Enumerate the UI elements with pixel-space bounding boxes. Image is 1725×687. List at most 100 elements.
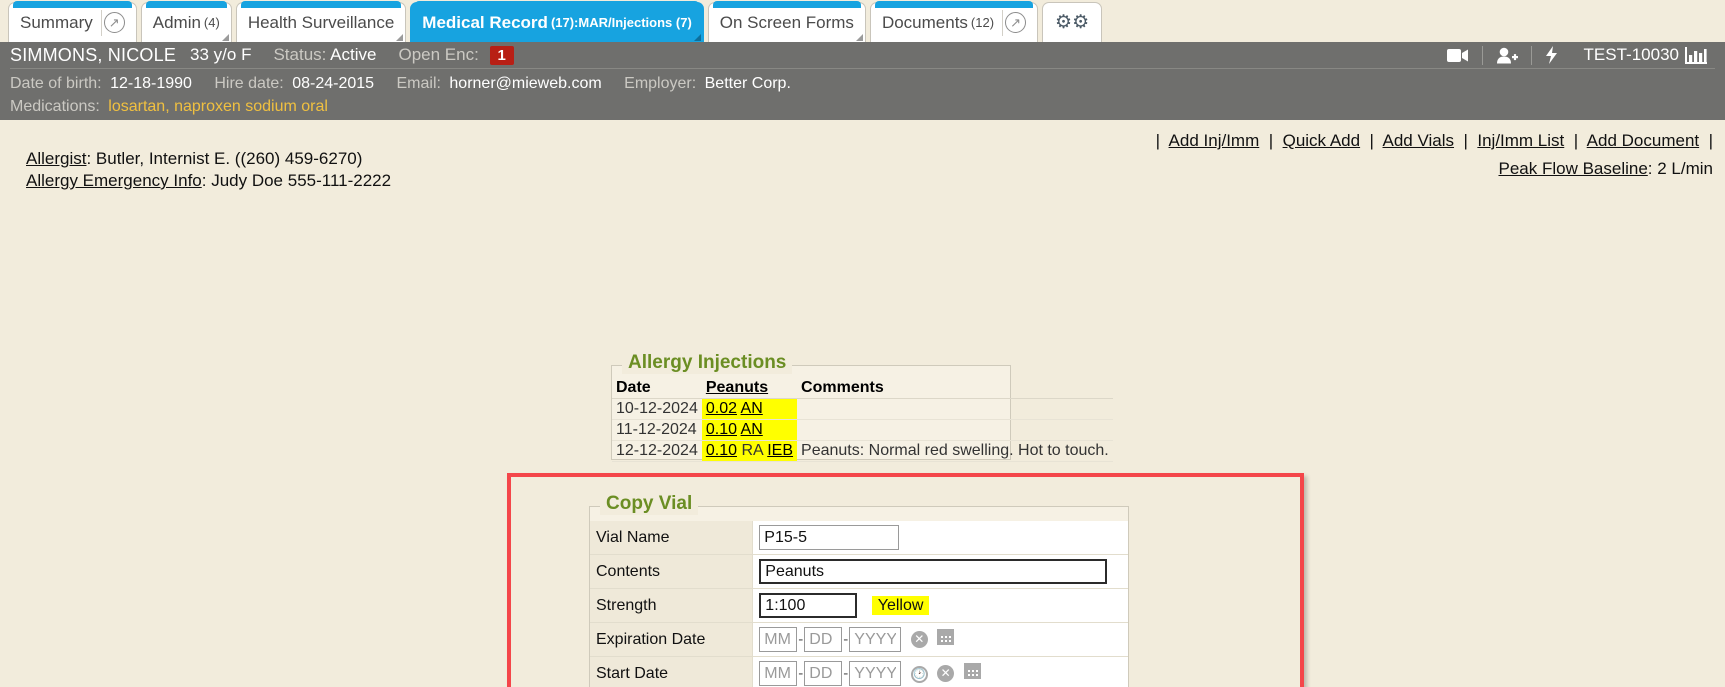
tab-dropdown-corner[interactable] — [855, 34, 863, 41]
start-month-input[interactable] — [759, 661, 798, 686]
clock-icon[interactable]: 🕑 — [910, 664, 928, 683]
expiration-day-input[interactable] — [804, 627, 843, 652]
copy-vial-fieldset: Copy Vial Vial Name Contents Strength — [589, 493, 1129, 687]
column-peanuts[interactable]: Peanuts — [701, 378, 798, 399]
form-row-vial-name: Vial Name — [590, 521, 1128, 555]
dose-site[interactable]: AN — [740, 400, 763, 417]
link-add-document[interactable]: Add Document — [1586, 131, 1700, 150]
peak-flow-label[interactable]: Peak Flow Baseline — [1498, 159, 1648, 178]
tab-dropdown-corner[interactable] — [693, 34, 701, 41]
link-quick-add[interactable]: Quick Add — [1282, 131, 1361, 150]
tab-settings[interactable]: ⚙⚙ — [1042, 2, 1103, 42]
tab-health-surveillance[interactable]: Health Surveillance — [235, 1, 407, 42]
external-link-icon[interactable]: ↗ — [103, 12, 125, 33]
medications-value[interactable]: losartan, naproxen sodium oral — [108, 98, 328, 115]
cell-dose[interactable]: 0.10 RA IEB — [701, 440, 798, 462]
lightning-bolt-icon[interactable] — [1532, 46, 1571, 64]
header-divider — [1530, 45, 1532, 65]
tab-documents[interactable]: Documents (12) ↗ — [869, 1, 1039, 42]
patient-status: Status: Active — [273, 45, 376, 65]
gear-icon[interactable]: ⚙⚙ — [1055, 12, 1090, 33]
allergist-value: : Butler, Internist E. ((260) 459-6270) — [86, 149, 363, 168]
link-inj-imm-list[interactable]: Inj/Imm List — [1477, 131, 1565, 150]
column-date: Date — [612, 378, 702, 399]
dose-site: RA — [741, 442, 763, 459]
cell-date: 12-12-2024 — [612, 440, 702, 462]
tab-medical-record-count: (17):MAR/Injections (7) — [550, 15, 692, 30]
patient-age-sex: 33 y/o F — [190, 45, 252, 64]
cell-date: 10-12-2024 — [612, 398, 702, 420]
field-vial-name — [752, 521, 1128, 555]
table-row: 10-12-2024 0.02 AN — [612, 398, 1113, 420]
cell-dose[interactable]: 0.02 AN — [701, 398, 798, 420]
main-content-area: | Add Inj/Imm | Quick Add | Add Vials | … — [0, 120, 1725, 687]
tab-on-screen-forms[interactable]: On Screen Forms — [707, 1, 866, 42]
tab-medical-record[interactable]: Medical Record (17):MAR/Injections (7) — [410, 1, 704, 42]
tab-admin[interactable]: Admin (4) — [140, 1, 232, 42]
copy-vial-title: Copy Vial — [600, 493, 699, 515]
link-separator: | — [1458, 131, 1473, 150]
allergy-emergency-label[interactable]: Allergy Emergency Info — [26, 171, 202, 190]
bar-chart-icon[interactable] — [1685, 46, 1715, 64]
calendar-icon[interactable] — [963, 662, 981, 684]
video-camera-icon[interactable] — [1434, 48, 1482, 63]
tab-dropdown-corner[interactable] — [221, 34, 229, 41]
link-separator: | — [1364, 131, 1379, 150]
start-day-input[interactable] — [804, 661, 843, 686]
allergist-info: Allergist: Butler, Internist E. ((260) 4… — [26, 148, 391, 192]
cell-comment — [797, 398, 1113, 420]
dose-link[interactable]: 0.02 — [705, 400, 737, 417]
allergy-injections-table: Date Peanuts Comments 10-12-2024 0.02 AN… — [612, 378, 1113, 462]
patient-header-medications-row: Medications: losartan, naproxen sodium o… — [10, 93, 1715, 116]
link-separator: | — [1569, 131, 1583, 150]
dose-link[interactable]: 0.10 — [705, 421, 737, 438]
label-vial-name: Vial Name — [590, 521, 754, 555]
open-encounters: Open Enc: 1 — [398, 45, 514, 65]
allergist-label[interactable]: Allergist — [26, 149, 87, 168]
tab-summary[interactable]: Summary ↗ — [8, 1, 137, 42]
field-expiration-date: - - ✕ — [752, 622, 1128, 657]
label-contents: Contents — [590, 554, 754, 589]
vial-name-input[interactable] — [759, 525, 900, 550]
open-enc-label: Open Enc: — [398, 45, 479, 64]
link-add-vials[interactable]: Add Vials — [1382, 131, 1455, 150]
external-link-icon[interactable]: ↗ — [1005, 12, 1027, 33]
tab-admin-label: Admin — [152, 12, 201, 32]
dose-extra[interactable]: IEB — [767, 442, 794, 459]
cell-dose[interactable]: 0.10 AN — [701, 419, 798, 441]
expiration-year-input[interactable] — [849, 627, 902, 652]
action-links: | Add Inj/Imm | Quick Add | Add Vials | … — [1156, 131, 1713, 151]
start-year-input[interactable] — [849, 661, 902, 686]
date-dash: - — [798, 630, 804, 648]
patient-name: SIMMONS, NICOLE — [10, 44, 177, 65]
expiration-month-input[interactable] — [759, 627, 798, 652]
field-strength: Yellow — [752, 588, 1128, 623]
allergy-emergency-value: : Judy Doe 555-111-2222 — [201, 171, 392, 190]
calendar-icon[interactable] — [937, 628, 955, 650]
dob-label: Date of birth: — [10, 75, 102, 92]
contents-input[interactable] — [759, 559, 1108, 584]
main-tab-bar: Summary ↗ Admin (4) Health Surveillance … — [0, 0, 1725, 42]
cell-date: 11-12-2024 — [612, 419, 702, 441]
status-value: Active — [330, 45, 377, 64]
dose-link[interactable]: 0.10 — [705, 442, 737, 459]
cell-comment — [797, 419, 1113, 441]
dose-site[interactable]: AN — [740, 421, 763, 438]
tab-admin-count: (4) — [203, 15, 220, 30]
tab-dropdown-corner[interactable] — [396, 34, 404, 41]
strength-input[interactable] — [759, 593, 858, 618]
column-comments: Comments — [797, 378, 1113, 399]
add-person-icon[interactable] — [1483, 47, 1531, 64]
form-row-strength: Strength Yellow — [590, 588, 1128, 623]
tab-divider — [100, 9, 102, 36]
date-dash: - — [843, 664, 849, 682]
hire-date-label: Hire date: — [214, 75, 284, 92]
open-enc-badge[interactable]: 1 — [489, 46, 514, 65]
tab-summary-label: Summary — [20, 12, 93, 32]
peak-flow-value: : 2 L/min — [1647, 159, 1713, 178]
medications-label: Medications: — [10, 98, 100, 115]
link-add-inj-imm[interactable]: Add Inj/Imm — [1168, 131, 1260, 150]
clear-icon[interactable]: ✕ — [937, 664, 955, 683]
clear-icon[interactable]: ✕ — [910, 630, 928, 649]
allergy-injections-title: Allergy Injections — [622, 352, 793, 374]
